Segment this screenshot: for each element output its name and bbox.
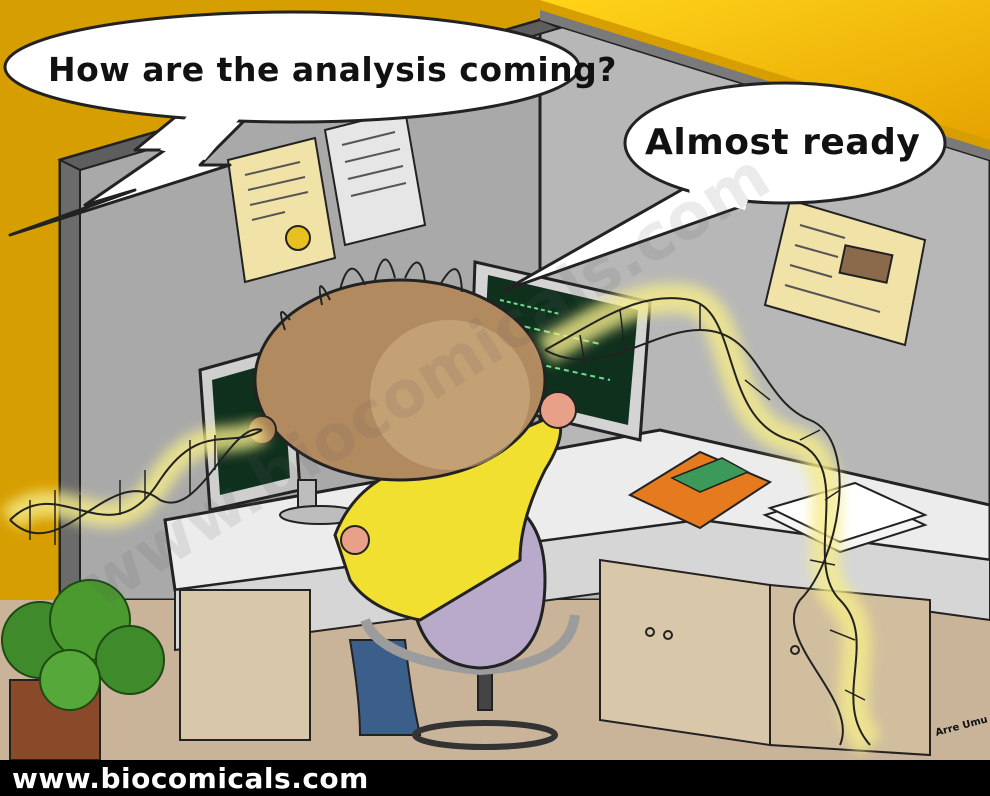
pinned-paper-middle — [323, 108, 427, 247]
person-legs — [348, 639, 422, 736]
answer-bubble-text: Almost ready — [645, 122, 921, 163]
pinned-paper-left — [226, 136, 337, 284]
comic-illustration — [0, 0, 990, 760]
question-bubble-text: How are the analysis coming? — [48, 50, 617, 89]
person-hand-left — [340, 525, 370, 555]
dna-helix-left — [0, 418, 269, 545]
desk-cabinet-middle — [599, 558, 771, 747]
desk-drawer-left — [179, 589, 311, 741]
speech-bubble-answer — [503, 81, 947, 292]
notebook — [627, 450, 773, 530]
person-head — [247, 258, 547, 482]
speech-bubble-question — [3, 10, 581, 237]
person-hand-right — [539, 391, 577, 429]
partition-side-edge — [59, 158, 81, 601]
plant — [1, 579, 165, 760]
footer-bar — [0, 760, 990, 796]
website-link[interactable]: www.biocomicals.com — [12, 762, 369, 795]
pinned-paper-right — [763, 198, 927, 347]
dna-helix-right — [537, 283, 882, 755]
